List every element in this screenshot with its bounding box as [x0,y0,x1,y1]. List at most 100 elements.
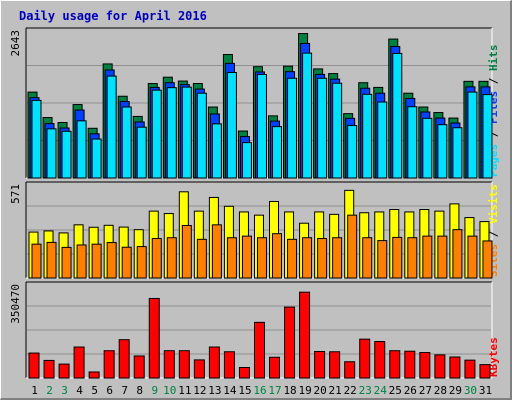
kbytes-bar [133,355,145,379]
x-tick-label: 20 [314,384,327,397]
sites-bar [151,238,162,279]
pages-bar [31,99,42,179]
x-tick-label: 13 [208,384,221,397]
x-tick-label: 30 [464,384,477,397]
sites-bar [61,246,72,279]
pages-bar [76,120,87,179]
sites-bar [136,246,147,279]
sites-bar [91,243,102,279]
kbytes-bar [208,346,220,379]
kbytes-bar [193,359,205,379]
sites-bar [211,224,222,279]
x-tick-label: 4 [76,384,83,397]
kbytes-max-label: 350470 [9,284,22,324]
kbytes-bar [344,361,356,379]
pages-bar [91,138,102,179]
kbytes-bar [419,352,431,379]
kbytes-bar [28,352,40,379]
chart-title: Daily usage for April 2016 [19,9,207,23]
pages-bar [106,75,117,179]
sites-bar [362,237,373,279]
x-tick-label: 1 [31,384,38,397]
sites-bar [31,243,42,279]
pages-bar [467,91,478,179]
pages-bar [46,128,57,179]
x-tick-label: 29 [449,384,462,397]
x-tick-label: 5 [91,384,98,397]
pages-bar [181,86,192,179]
kbytes-bar [43,359,55,379]
sites-bar [226,237,237,279]
kbytes-bar [103,350,115,379]
sites-bar [181,224,192,279]
pages-bar [362,93,373,179]
visits-sites-axis-label-part: Visits [487,184,500,224]
hits-files-pages-max-label: 2643 [9,30,22,57]
x-tick-label: 15 [238,384,251,397]
kbytes-bar [73,346,85,379]
sites-bar [272,233,283,279]
sites-bar [407,237,418,279]
kbytes-bar [178,350,190,379]
pages-bar [166,87,177,179]
hits-files-pages-axis-label-part: / [487,71,500,91]
sites-bar [467,235,478,279]
kbytes-bar [449,356,461,379]
pages-bar [136,126,147,179]
pages-bar [452,127,463,179]
sites-bar [241,235,252,279]
x-tick-label: 10 [163,384,176,397]
sites-bar [317,238,328,279]
sites-bar [256,237,267,279]
kbytes-bar [223,351,235,379]
pages-bar [241,142,252,179]
pages-bar [287,77,298,179]
pages-bar [392,52,403,179]
pages-bar [332,82,343,179]
kbytes-bar [118,339,130,379]
sites-bar [46,241,57,279]
kbytes-bar [329,351,341,379]
x-tick-label: 25 [389,384,402,397]
x-tick-label: 12 [193,384,206,397]
x-tick-label: 26 [404,384,417,397]
pages-bar [272,126,283,179]
kbytes-bar [404,350,416,379]
x-tick-label: 16 [253,384,266,397]
pages-bar [226,71,237,179]
sites-bar [422,235,433,279]
sites-bar [482,240,493,279]
x-tick-label: 24 [374,384,388,397]
pages-bar [407,106,418,179]
hits-files-pages-axis-label-part: Hits [487,45,500,72]
kbytes-bar [464,359,476,379]
sites-bar [437,235,448,279]
kbytes-bar [148,297,160,379]
sites-bar [76,244,87,279]
x-tick-label: 8 [136,384,143,397]
x-tick-label: 23 [359,384,372,397]
x-tick-label: 7 [121,384,128,397]
x-tick-label: 14 [223,384,237,397]
kbytes-bar [359,338,371,379]
x-tick-label: 22 [344,384,357,397]
x-tick-label: 28 [434,384,447,397]
kbytes-bar [269,356,281,379]
x-tick-label: 6 [106,384,113,397]
sites-bar [392,236,403,279]
x-tick-label: 18 [283,384,296,397]
x-tick-label: 31 [479,384,492,397]
pages-bar [196,92,207,179]
x-tick-label: 9 [151,384,158,397]
x-tick-label: 11 [178,384,191,397]
kbytes-bar [374,341,386,379]
pages-bar [317,77,328,179]
kbytes-bar [238,366,250,379]
pages-bar [211,123,222,179]
sites-bar [196,238,207,279]
pages-bar [256,73,267,179]
kbytes-bar [88,371,100,379]
kbytes-bar [58,363,70,379]
visits-sites-max-label: 571 [9,184,22,204]
